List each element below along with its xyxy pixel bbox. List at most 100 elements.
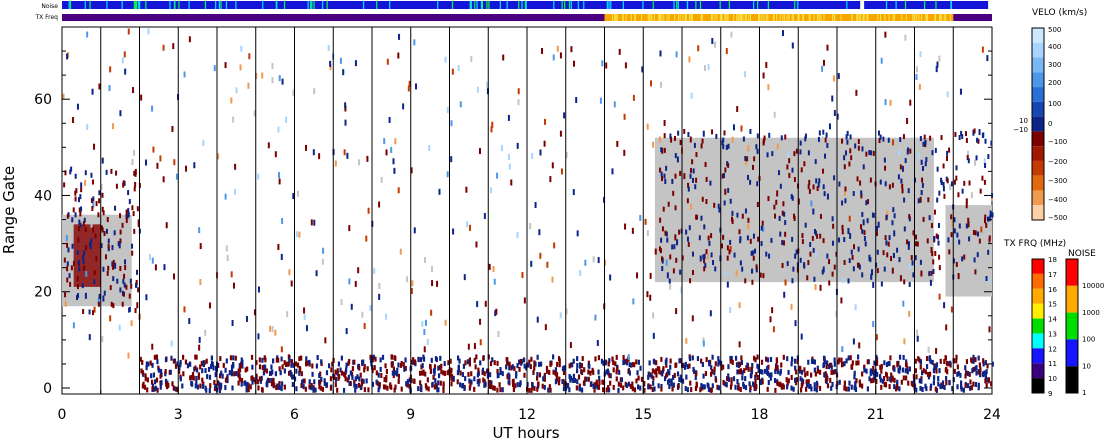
speckle-cell bbox=[408, 377, 411, 383]
speckle-cell bbox=[769, 357, 773, 363]
speckle-cell bbox=[265, 368, 268, 374]
speckle-cell bbox=[769, 316, 772, 323]
speckle-cell bbox=[354, 387, 357, 393]
speckle-cell bbox=[666, 237, 669, 243]
x-tick-label: 21 bbox=[867, 407, 885, 423]
speckle-cell bbox=[929, 135, 932, 141]
speckle-cell bbox=[110, 168, 113, 174]
speckle-cell bbox=[543, 140, 546, 147]
speckle-cell bbox=[935, 364, 938, 370]
speckle-cell bbox=[841, 229, 844, 235]
speckle-cell bbox=[274, 371, 278, 377]
txfreq-flicker bbox=[738, 14, 740, 21]
speckle-cell bbox=[753, 156, 756, 162]
speckle-cell bbox=[907, 241, 910, 247]
speckle-cell bbox=[541, 47, 544, 54]
speckle-cell bbox=[865, 200, 868, 206]
speckle-cell bbox=[731, 210, 734, 216]
speckle-cell bbox=[989, 210, 992, 216]
speckle-cell bbox=[650, 373, 653, 379]
speckle-cell bbox=[77, 226, 80, 232]
speckle-cell bbox=[418, 370, 422, 376]
speckle-cell bbox=[990, 195, 993, 202]
speckle-cell bbox=[689, 380, 692, 386]
speckle-cell bbox=[348, 225, 351, 232]
speckle-cell bbox=[949, 184, 952, 191]
speckle-cell bbox=[713, 202, 716, 208]
speckle-cell bbox=[614, 361, 617, 367]
speckle-cell bbox=[442, 387, 445, 393]
speckle-cell bbox=[281, 217, 284, 224]
speckle-cell bbox=[466, 221, 469, 228]
speckle-cell bbox=[413, 359, 417, 365]
speckle-cell bbox=[663, 173, 666, 179]
speckle-cell bbox=[731, 136, 734, 143]
speckle-cell bbox=[449, 358, 452, 364]
speckle-cell bbox=[499, 369, 502, 375]
txfreq-flicker bbox=[622, 14, 624, 21]
speckle-cell bbox=[687, 132, 690, 138]
speckle-cell bbox=[749, 179, 752, 185]
noise-strip-tick bbox=[178, 1, 180, 9]
speckle-cell bbox=[807, 150, 810, 156]
speckle-cell bbox=[717, 385, 721, 391]
txfreq-flicker bbox=[808, 14, 810, 21]
noise-strip-tick bbox=[564, 1, 566, 9]
speckle-cell bbox=[672, 190, 675, 196]
y-tick-label: 40 bbox=[34, 188, 52, 204]
speckle-cell bbox=[152, 146, 155, 153]
speckle-cell bbox=[430, 265, 433, 272]
speckle-cell bbox=[530, 387, 533, 393]
speckle-cell bbox=[647, 384, 650, 390]
scatter-speckle bbox=[62, 28, 994, 393]
speckle-cell bbox=[720, 243, 723, 249]
speckle-cell bbox=[837, 73, 840, 80]
speckle-cell bbox=[121, 301, 124, 307]
speckle-cell bbox=[288, 357, 291, 363]
speckle-cell bbox=[671, 244, 674, 250]
txfreq-flicker bbox=[921, 14, 923, 21]
speckle-cell bbox=[860, 193, 863, 199]
speckle-cell bbox=[450, 156, 453, 163]
speckle-cell bbox=[561, 366, 565, 372]
speckle-cell bbox=[861, 272, 864, 278]
speckle-cell bbox=[323, 381, 326, 387]
speckle-cell bbox=[897, 174, 900, 180]
speckle-cell bbox=[526, 381, 529, 387]
speckle-cell bbox=[439, 355, 442, 361]
noise-strip-tick bbox=[121, 1, 123, 9]
speckle-cell bbox=[631, 381, 634, 387]
speckle-cell bbox=[533, 365, 536, 371]
speckle-cell bbox=[733, 252, 736, 258]
speckle-cell bbox=[828, 259, 831, 265]
speckle-cell bbox=[234, 188, 237, 195]
speckle-cell bbox=[661, 266, 664, 272]
txfreq-flicker bbox=[761, 14, 763, 21]
speckle-cell bbox=[982, 358, 985, 364]
speckle-cell bbox=[496, 172, 499, 179]
speckle-cell bbox=[255, 373, 258, 379]
speckle-cell bbox=[77, 293, 80, 299]
txfreq-flicker bbox=[939, 14, 941, 21]
speckle-cell bbox=[131, 205, 134, 211]
txfreq-flicker bbox=[940, 14, 942, 21]
speckle-cell bbox=[803, 367, 806, 373]
speckle-cell bbox=[97, 301, 100, 307]
speckle-cell bbox=[288, 269, 291, 276]
speckle-cell bbox=[329, 60, 332, 67]
speckle-cell bbox=[103, 231, 106, 237]
speckle-cell bbox=[672, 374, 675, 380]
speckle-cell bbox=[623, 149, 626, 156]
txfreq-flicker bbox=[866, 14, 868, 21]
speckle-cell bbox=[800, 167, 803, 173]
speckle-cell bbox=[300, 382, 303, 388]
speckle-cell bbox=[258, 357, 261, 363]
speckle-cell bbox=[780, 135, 783, 141]
txfreq-flicker bbox=[820, 14, 822, 21]
speckle-cell bbox=[694, 375, 697, 381]
speckle-cell bbox=[95, 256, 98, 262]
speckle-cell bbox=[380, 373, 383, 379]
txfreq-colorbar-label: 11 bbox=[1048, 360, 1057, 368]
speckle-cell bbox=[190, 374, 194, 380]
speckle-cell bbox=[452, 375, 455, 381]
